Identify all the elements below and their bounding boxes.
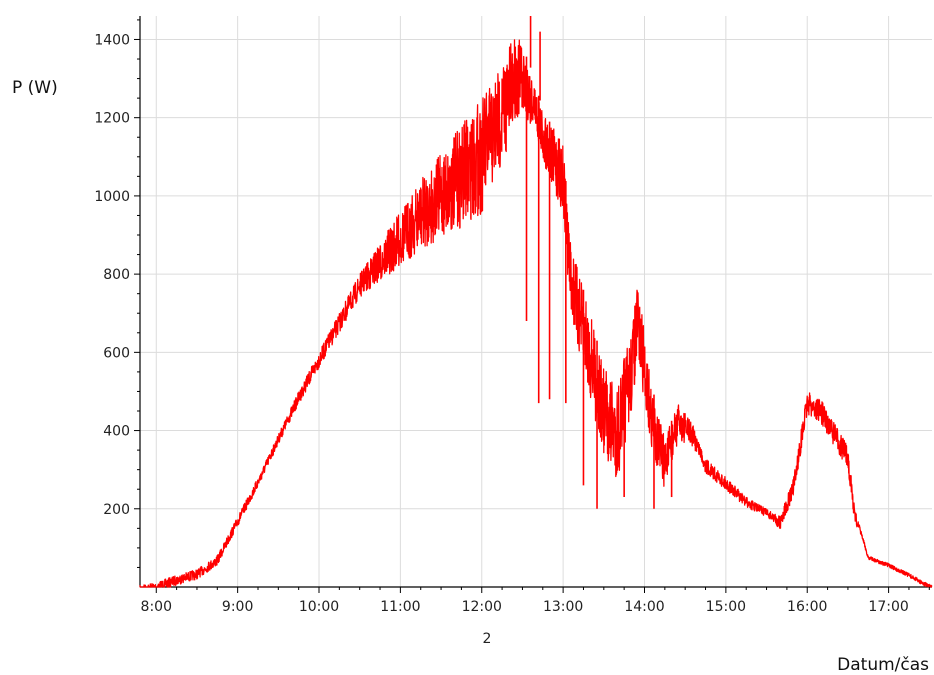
y-tick-label: 400 — [103, 424, 130, 440]
y-tick-label: 1200 — [94, 111, 130, 127]
y-tick-label: 200 — [103, 502, 130, 518]
x-tick-label: 13:00 — [543, 599, 583, 615]
y-axis-title: P (W) — [12, 78, 58, 98]
series-layer — [139, 16, 933, 588]
y-tick-label: 1000 — [94, 189, 130, 205]
tick-labels: 200 400 600 800 1000 1200 1400 8:00 9:00 10:00 11:… — [94, 32, 908, 615]
y-tick-label: 800 — [103, 267, 130, 283]
grid-lines — [140, 16, 932, 587]
x-tick-label: 14:00 — [624, 599, 664, 615]
x-tick-label: 12:00 — [462, 599, 502, 615]
x-tick-label: 10:00 — [299, 599, 339, 615]
power-series-line — [139, 39, 933, 588]
y-tick-label: 600 — [103, 345, 130, 361]
x-tick-label: 9:00 — [222, 599, 253, 615]
x-tick-label: 11:00 — [380, 599, 420, 615]
x-tick-label: 17:00 — [868, 599, 908, 615]
x-tick-label: 15:00 — [706, 599, 746, 615]
axes — [134, 16, 932, 593]
x-tick-label: 8:00 — [141, 599, 172, 615]
x-axis-title: Datum/čas — [837, 655, 929, 675]
x-axis-sublabel: 2 — [483, 631, 492, 647]
x-tick-label: 16:00 — [787, 599, 827, 615]
y-tick-label: 1400 — [94, 32, 130, 48]
